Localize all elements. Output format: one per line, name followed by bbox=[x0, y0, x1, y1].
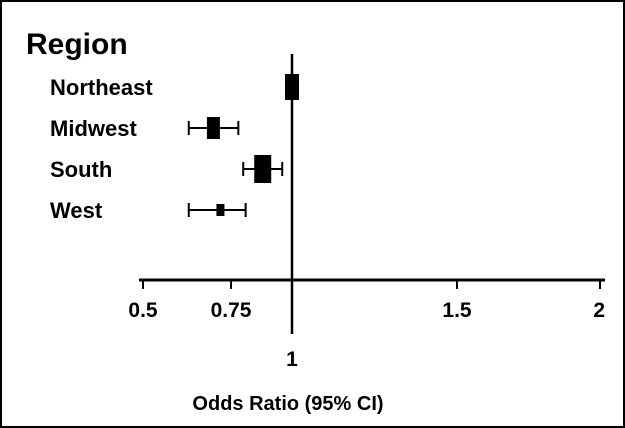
point-estimate bbox=[285, 74, 299, 100]
row-label: South bbox=[50, 157, 112, 182]
point-estimate bbox=[206, 117, 220, 139]
point-estimate bbox=[216, 204, 225, 216]
x-tick-label: 1.5 bbox=[442, 299, 472, 322]
point-estimate bbox=[254, 155, 272, 183]
x-tick-label: 2 bbox=[593, 299, 605, 322]
row-label: Midwest bbox=[50, 116, 137, 141]
x-tick-label: 1 bbox=[286, 348, 298, 371]
x-tick-label: 0.5 bbox=[128, 299, 158, 322]
x-axis-label: Odds Ratio (95% CI) bbox=[192, 393, 383, 415]
x-tick-label: 0.75 bbox=[211, 299, 252, 322]
chart-title: Region bbox=[26, 28, 128, 61]
row-label: Northeast bbox=[50, 75, 153, 100]
row-label: West bbox=[50, 198, 103, 223]
